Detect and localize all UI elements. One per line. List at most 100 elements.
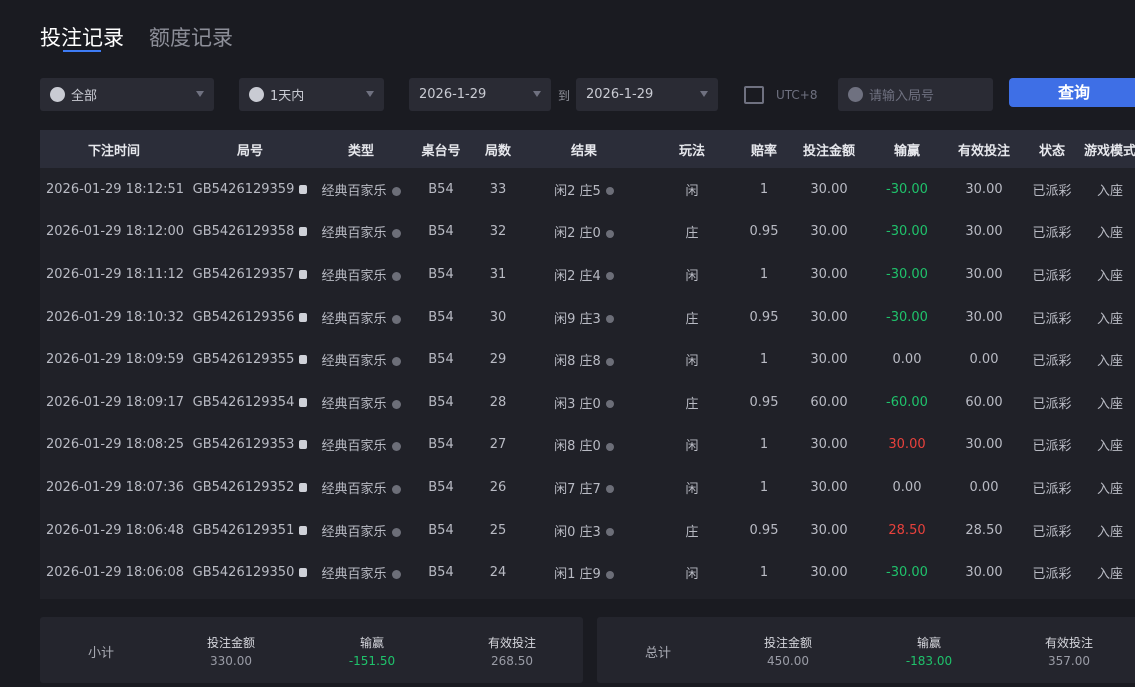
- table-cell: 闲8 庄8: [524, 338, 644, 381]
- column-header: 类型: [312, 130, 410, 168]
- table-cell: 0.95: [740, 509, 788, 552]
- cell-text: 闲: [685, 183, 699, 199]
- query-button[interactable]: 查询: [1009, 78, 1135, 107]
- cell-text: 0.95: [749, 522, 779, 538]
- table-cell: 入座: [1080, 168, 1135, 211]
- info-icon: [605, 528, 614, 537]
- table-cell: 入座: [1080, 551, 1135, 594]
- header-row: 下注时间 局号 类型 桌台号 局数 结果 玩法 赔率 投注金额 输赢 有效投注 状态 游戏模式: [40, 130, 1135, 168]
- subtotal-panel: 小计 投注金额 330.00 输赢 -151.50 有效投注 268.50: [40, 617, 583, 683]
- table-cell: 60.00: [788, 381, 870, 424]
- cell-text: 闲: [685, 481, 699, 497]
- table-cell: 庄: [644, 381, 740, 424]
- table-cell: 0.95: [740, 381, 788, 424]
- table-cell: B54: [410, 551, 472, 594]
- table-cell: 30.00: [788, 253, 870, 296]
- round-input[interactable]: 请输入局号: [838, 78, 993, 111]
- tab-credit-records[interactable]: 额度记录: [149, 26, 233, 50]
- total-panel: 总计 投注金额 450.00 输赢 -183.00 有效投注 357.00: [597, 617, 1135, 683]
- date-from[interactable]: 2026-1-29: [409, 78, 551, 111]
- icon: [50, 87, 65, 102]
- cell-text: GB5426129356: [192, 309, 295, 325]
- info-icon: [605, 229, 614, 238]
- table-row: 2026-01-29 18:12:51 GB5426129359 经典百家乐 B54 3…: [40, 168, 1135, 211]
- table-cell: 经典百家乐: [312, 338, 410, 381]
- date-from-value: 2026-1-29: [419, 87, 487, 102]
- cell-text: B54: [428, 352, 454, 368]
- table-cell: 2026-01-29 18:11:12: [40, 253, 188, 296]
- cell-text: -30.00: [886, 224, 928, 240]
- cell-text: 30.00: [965, 437, 1003, 453]
- table-cell: 24: [472, 551, 524, 594]
- records-table: 下注时间 局号 类型 桌台号 局数 结果 玩法 赔率 投注金额 输赢 有效投注 状态 游戏模式 2026…: [40, 130, 1135, 594]
- cell-text: 入座: [1096, 481, 1123, 497]
- stat-label: 有效投注: [1044, 636, 1093, 650]
- table-cell: 闲2 庄5: [524, 168, 644, 211]
- column-header: 结果: [524, 130, 644, 168]
- cell-text: 已派彩: [1032, 396, 1072, 412]
- stat-value: 330.00: [210, 654, 252, 668]
- table-cell: 闲3 庄0: [524, 381, 644, 424]
- table-cell: 入座: [1080, 338, 1135, 381]
- table-cell: 经典百家乐: [312, 296, 410, 339]
- info-icon: [391, 271, 401, 281]
- cell-text: 0.95: [749, 394, 779, 410]
- cell-text: 庄: [685, 226, 699, 242]
- cell-text: B54: [428, 394, 454, 410]
- cell-text: 入座: [1096, 268, 1123, 284]
- cell-text: 闲8 庄8: [554, 354, 601, 370]
- cell-text: 60.00: [965, 394, 1003, 410]
- cell-text: 30.00: [810, 479, 848, 495]
- table-cell: 已派彩: [1024, 168, 1080, 211]
- copy-icon: [299, 525, 308, 535]
- info-icon: [605, 485, 614, 494]
- summary-stat: 投注金额 330.00: [171, 634, 291, 668]
- cell-text: GB5426129355: [192, 352, 295, 368]
- stat-label: 投注金额: [206, 636, 255, 650]
- table-cell: 入座: [1080, 381, 1135, 424]
- tab-bet-records[interactable]: 投注记录: [40, 26, 124, 50]
- calendar-icon[interactable]: [744, 86, 764, 104]
- cell-text: 30.00: [965, 181, 1003, 197]
- table-cell: -30.00: [870, 296, 944, 339]
- cell-text: 2026-01-29 18:12:51: [46, 181, 185, 197]
- cell-text: B54: [428, 437, 454, 453]
- cell-text: 1: [759, 479, 769, 495]
- cell-text: 2026-01-29 18:11:12: [46, 266, 185, 282]
- date-to[interactable]: 2026-1-29: [576, 78, 718, 111]
- cell-text: 28.50: [888, 522, 926, 538]
- cell-text: 28.50: [965, 522, 1003, 538]
- table-cell: 1: [740, 466, 788, 509]
- table-cell: 闲1 庄9: [524, 551, 644, 594]
- table-row: 2026-01-29 18:06:48 GB5426129351 经典百家乐 B54 2…: [40, 509, 1135, 552]
- stat-value: -183.00: [905, 654, 953, 668]
- table-cell: 30.00: [944, 296, 1024, 339]
- cell-text: 已派彩: [1032, 439, 1072, 455]
- table-cell: 经典百家乐: [312, 253, 410, 296]
- cell-text: 2026-01-29 18:09:59: [46, 352, 185, 368]
- table-cell: B54: [410, 381, 472, 424]
- cell-text: 30: [489, 309, 507, 325]
- table-cell: 30: [472, 296, 524, 339]
- table-cell: 闲: [644, 338, 740, 381]
- table-cell: 25: [472, 509, 524, 552]
- cell-text: GB5426129352: [192, 479, 295, 495]
- table-cell: 0.00: [944, 466, 1024, 509]
- type-value: 全部: [71, 89, 98, 104]
- table-cell: 经典百家乐: [312, 168, 410, 211]
- type-select[interactable]: 全部: [40, 78, 214, 111]
- period-select[interactable]: 1天内: [239, 78, 384, 111]
- cell-text: 1: [759, 266, 769, 282]
- round-placeholder: 请输入局号: [869, 89, 935, 104]
- cell-text: 已派彩: [1032, 183, 1072, 199]
- info-icon: [391, 229, 401, 239]
- table-row: 2026-01-29 18:09:17 GB5426129354 经典百家乐 B54 2…: [40, 381, 1135, 424]
- table-row: 2026-01-29 18:10:32 GB5426129356 经典百家乐 B54 3…: [40, 296, 1135, 339]
- cell-text: B54: [428, 565, 454, 581]
- column-header: 有效投注: [944, 130, 1024, 168]
- cell-text: 0.00: [892, 352, 922, 368]
- table-cell: 已派彩: [1024, 551, 1080, 594]
- cell-text: 已派彩: [1032, 226, 1072, 242]
- cell-text: 闲9 庄3: [554, 311, 601, 327]
